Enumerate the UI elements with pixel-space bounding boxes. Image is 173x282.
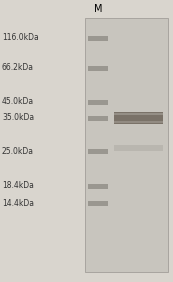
Bar: [88, 65, 108, 70]
Bar: [114, 112, 163, 124]
Bar: [88, 184, 108, 188]
Text: 116.0kDa: 116.0kDa: [2, 34, 39, 43]
Text: 66.2kDa: 66.2kDa: [2, 63, 34, 72]
Text: 45.0kDa: 45.0kDa: [2, 98, 34, 107]
Text: M: M: [94, 4, 102, 14]
Bar: [114, 113, 163, 115]
Text: 18.4kDa: 18.4kDa: [2, 182, 34, 191]
Bar: [114, 145, 163, 151]
Text: 35.0kDa: 35.0kDa: [2, 113, 34, 122]
Bar: [88, 100, 108, 105]
Bar: [88, 36, 108, 41]
Bar: [85, 18, 168, 272]
Bar: [88, 149, 108, 153]
Text: 14.4kDa: 14.4kDa: [2, 199, 34, 208]
Bar: [88, 116, 108, 120]
Bar: [88, 201, 108, 206]
Bar: [114, 121, 163, 123]
Text: 25.0kDa: 25.0kDa: [2, 147, 34, 155]
